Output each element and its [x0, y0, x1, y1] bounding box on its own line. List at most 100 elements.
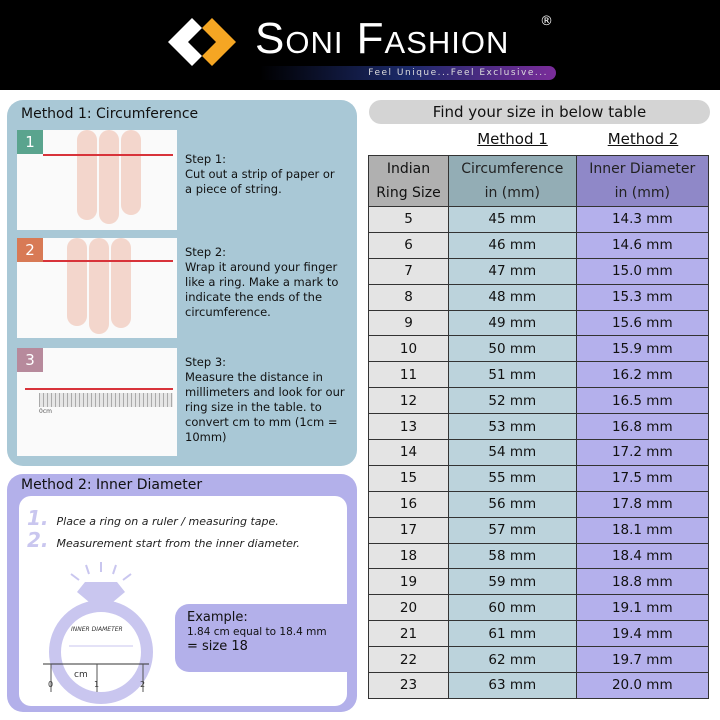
inner-diameter-cell: 19.1 mm — [575, 594, 710, 622]
ring-size-cell: 23 — [368, 672, 449, 699]
brand-header: Soni Fashion ® Feel Unique...Feel Exclus… — [0, 0, 720, 90]
inner-diameter-cell: 15.3 mm — [575, 283, 710, 311]
circumference-cell: 58 mm — [448, 542, 577, 570]
inner-diameter-cell: 17.8 mm — [575, 490, 710, 518]
ring-size-cell: 6 — [368, 231, 449, 259]
circumference-cell: 47 mm — [448, 257, 577, 285]
ring-size-cell: 11 — [368, 361, 449, 389]
inner-diameter-cell: 19.4 mm — [575, 620, 710, 648]
inner-diameter-cell: 14.6 mm — [575, 231, 710, 259]
step-number: 2 — [17, 238, 43, 262]
circumference-cell: 51 mm — [448, 361, 577, 389]
step-number: 1 — [17, 130, 43, 154]
table-row: 8 48 mm 15.3 mm — [368, 283, 710, 311]
inner-diameter-cell: 17.5 mm — [575, 464, 710, 492]
table-row: 7 47 mm 15.0 mm — [368, 257, 710, 285]
unit-label: cm — [74, 670, 88, 680]
ring-size-cell: 12 — [368, 387, 449, 415]
step-number: 3 — [17, 348, 43, 372]
brand-tagline: Feel Unique...Feel Exclusive... — [260, 66, 556, 80]
inner-diameter-cell: 16.8 mm — [575, 413, 710, 441]
table-row: 18 58 mm 18.4 mm — [368, 542, 710, 570]
step3-text: Step 3: Measure the distance in millimete… — [185, 355, 345, 444]
inner-diameter-cell: 16.5 mm — [575, 387, 710, 415]
circumference-cell: 53 mm — [448, 413, 577, 441]
table-row: 14 54 mm 17.2 mm — [368, 439, 710, 466]
tick-label: 1 — [94, 680, 100, 689]
inner-diameter-cell: 16.2 mm — [575, 361, 710, 389]
ruler-icon — [39, 393, 173, 407]
method1-title: Method 1: Circumference — [21, 106, 199, 122]
ring-size-cell: 16 — [368, 490, 449, 518]
table-row: 11 51 mm 16.2 mm — [368, 361, 710, 389]
table-row: 10 50 mm 15.9 mm — [368, 335, 710, 363]
ring-size-cell: 19 — [368, 568, 449, 596]
table-row: 20 60 mm 19.1 mm — [368, 594, 710, 622]
circumference-cell: 49 mm — [448, 309, 577, 337]
step3-photo: 0cm 3 — [17, 348, 177, 456]
inner-diameter-cell: 20.0 mm — [575, 672, 710, 699]
ring-size-table: Indian Ring Size Circumference in (mm) Inn… — [368, 155, 710, 699]
tick-label: 0 — [48, 680, 54, 689]
table-heading: Find your size in below table — [369, 100, 710, 124]
circumference-cell: 54 mm — [448, 439, 577, 466]
inner-diameter-cell: 15.6 mm — [575, 309, 710, 337]
ring-size-cell: 13 — [368, 413, 449, 441]
circumference-cell: 46 mm — [448, 231, 577, 259]
inner-diameter-cell: 15.9 mm — [575, 335, 710, 363]
inner-diameter-cell: 18.8 mm — [575, 568, 710, 596]
header-inner-diameter: Inner Diameter in (mm) — [575, 155, 710, 207]
ring-size-cell: 20 — [368, 594, 449, 622]
step2-photo: 2 — [17, 238, 177, 338]
table-row: 6 46 mm 14.6 mm — [368, 231, 710, 259]
inner-diameter-cell: 14.3 mm — [575, 206, 710, 233]
circumference-cell: 59 mm — [448, 568, 577, 596]
ring-size-cell: 21 — [368, 620, 449, 648]
inner-diameter-cell: 18.1 mm — [575, 516, 710, 544]
ring-size-cell: 15 — [368, 464, 449, 492]
brand-logo-icon — [168, 18, 236, 66]
brand-name: Soni Fashion — [255, 14, 510, 63]
inner-diameter-label: INNER DIAMETER — [71, 626, 123, 633]
ring-size-cell: 8 — [368, 283, 449, 311]
method2-step2: 2. Measurement start from the inner diame… — [27, 528, 300, 552]
circumference-cell: 57 mm — [448, 516, 577, 544]
method1-label: Method 1 — [477, 130, 548, 148]
ring-size-cell: 5 — [368, 206, 449, 233]
table-row: 17 57 mm 18.1 mm — [368, 516, 710, 544]
table-row: 13 53 mm 16.8 mm — [368, 413, 710, 441]
step1-text: Step 1: Cut out a strip of paper or a pie… — [185, 152, 335, 196]
step2-text: Step 2: Wrap it around your finger like a… — [185, 245, 339, 319]
circumference-cell: 62 mm — [448, 646, 577, 674]
method2-label: Method 2 — [607, 130, 679, 148]
header-ring-size: Indian Ring Size — [368, 155, 449, 207]
circumference-cell: 48 mm — [448, 283, 577, 311]
registered-mark: ® — [540, 14, 553, 29]
circumference-cell: 50 mm — [448, 335, 577, 363]
ring-diagram-icon — [43, 562, 153, 704]
inner-diameter-cell: 19.7 mm — [575, 646, 710, 674]
table-row: 19 59 mm 18.8 mm — [368, 568, 710, 596]
inner-diameter-cell: 17.2 mm — [575, 439, 710, 466]
circumference-cell: 56 mm — [448, 490, 577, 518]
method2-step1: 1. Place a ring on a ruler / measuring ta… — [27, 506, 279, 530]
circumference-cell: 52 mm — [448, 387, 577, 415]
circumference-cell: 63 mm — [448, 672, 577, 699]
method2-title: Method 2: Inner Diameter — [21, 477, 203, 493]
example-box: Example: 1.84 cm equal to 18.4 mm = size… — [175, 604, 357, 672]
method2-content: 1. Place a ring on a ruler / measuring ta… — [19, 496, 347, 706]
circumference-cell: 61 mm — [448, 620, 577, 648]
ring-size-cell: 17 — [368, 516, 449, 544]
table-row: 15 55 mm 17.5 mm — [368, 464, 710, 492]
method2-panel: Method 2: Inner Diameter 1. Place a ring … — [7, 474, 357, 712]
inner-diameter-cell: 18.4 mm — [575, 542, 710, 570]
ring-size-cell: 7 — [368, 257, 449, 285]
table-row: 12 52 mm 16.5 mm — [368, 387, 710, 415]
ring-size-cell: 14 — [368, 439, 449, 466]
circumference-cell: 45 mm — [448, 206, 577, 233]
circumference-cell: 55 mm — [448, 464, 577, 492]
table-row: 5 45 mm 14.3 mm — [368, 206, 710, 233]
ring-size-cell: 9 — [368, 309, 449, 337]
tick-label: 2 — [140, 680, 146, 689]
method1-panel: Method 1: Circumference 1 Step 1: Cut out… — [7, 100, 357, 466]
